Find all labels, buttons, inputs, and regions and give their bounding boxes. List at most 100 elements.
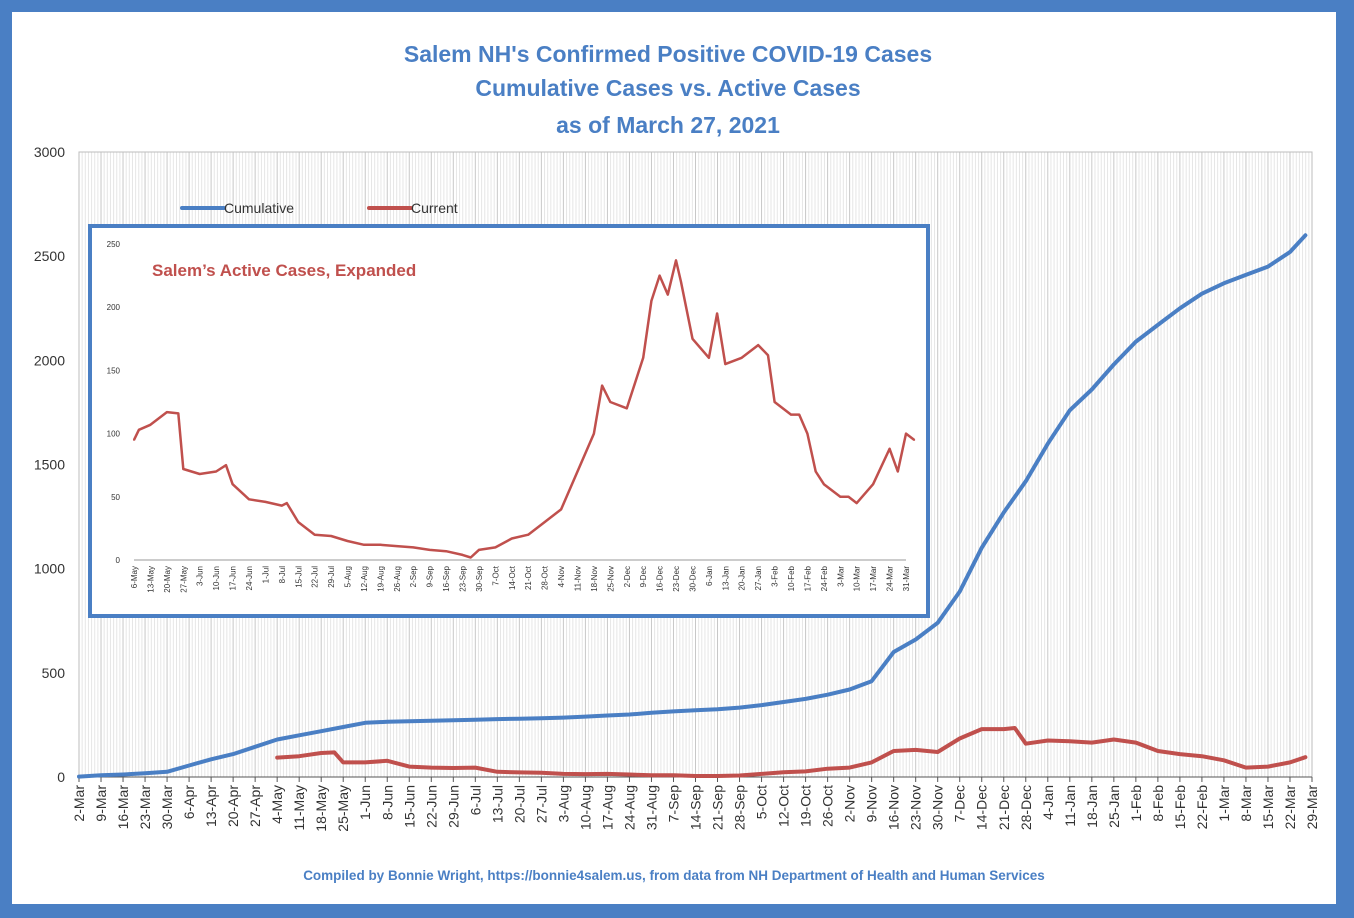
chart-frame: Salem NH's Confirmed Positive COVID-19 C… bbox=[12, 12, 1336, 904]
inset-data-point bbox=[872, 483, 875, 486]
data-point-cumulative bbox=[1112, 363, 1116, 366]
inset-data-point bbox=[767, 354, 769, 357]
inset-data-point bbox=[560, 508, 563, 511]
data-point-cumulative bbox=[297, 733, 301, 737]
data-point-cumulative bbox=[980, 546, 984, 550]
x-tick-label: 15-Feb bbox=[1172, 785, 1188, 830]
x-tick-label: 14-Dec bbox=[974, 785, 990, 830]
data-point-cumulative bbox=[99, 773, 103, 777]
inset-data-point bbox=[905, 432, 907, 435]
inset-x-tick-label: 4-Nov bbox=[557, 566, 566, 587]
data-point-current bbox=[561, 772, 565, 776]
data-point-current bbox=[297, 754, 301, 758]
inset-data-point bbox=[264, 500, 267, 503]
data-point-cumulative bbox=[672, 709, 675, 713]
x-tick-label: 24-Aug bbox=[621, 785, 637, 830]
y-tick-label: 2000 bbox=[34, 352, 65, 368]
inset-x-tick-label: 12-Aug bbox=[360, 566, 369, 592]
inset-data-point bbox=[395, 545, 398, 548]
data-point-cumulative bbox=[363, 721, 367, 725]
inset-y-axis: 0 50 100 150 200 250 bbox=[107, 240, 121, 565]
inset-data-point bbox=[428, 548, 431, 551]
inset-x-tick-label: 24-Feb bbox=[820, 565, 829, 591]
x-tick-label: 27-Apr bbox=[247, 785, 263, 827]
inset-data-point bbox=[297, 521, 300, 524]
x-tick-label: 6-Jul bbox=[467, 785, 483, 815]
inset-x-tick-label: 24-Mar bbox=[886, 566, 895, 592]
inset-x-tick-label: 27-May bbox=[179, 566, 188, 593]
x-tick-label: 28-Dec bbox=[1018, 785, 1034, 830]
inset-x-tick-label: 10-Mar bbox=[853, 566, 862, 592]
x-tick-label: 8-Mar bbox=[1238, 785, 1254, 822]
inset-data-point bbox=[896, 470, 899, 473]
data-point-current bbox=[451, 766, 455, 770]
x-tick-label: 13-Apr bbox=[203, 785, 219, 827]
data-point-cumulative bbox=[627, 713, 631, 716]
data-point-cumulative bbox=[848, 688, 852, 691]
inset-data-point bbox=[445, 550, 448, 553]
inset-data-point bbox=[601, 384, 604, 387]
data-point-current bbox=[407, 765, 411, 769]
inset-data-point bbox=[666, 293, 669, 296]
data-point-cumulative bbox=[319, 729, 323, 733]
inset-data-point bbox=[822, 483, 825, 486]
x-tick-label: 10-Aug bbox=[577, 785, 593, 830]
data-point-cumulative bbox=[1156, 323, 1160, 327]
x-tick-label: 1-Mar bbox=[1216, 785, 1232, 822]
data-point-current bbox=[1013, 726, 1017, 730]
inset-x-tick-label: 24-Jun bbox=[245, 566, 254, 590]
data-point-current bbox=[1200, 754, 1204, 758]
data-point-cumulative bbox=[870, 679, 874, 683]
data-point-cumulative bbox=[1024, 479, 1028, 483]
footer-credit: Compiled by Bonnie Wright, https://bonni… bbox=[303, 868, 1045, 883]
inset-x-tick-label: 6-Jan bbox=[705, 566, 714, 586]
x-tick-label: 23-Nov bbox=[908, 785, 924, 830]
x-tick-label: 4-Jan bbox=[1040, 785, 1056, 820]
inset-data-point bbox=[225, 464, 227, 467]
data-point-current bbox=[1112, 738, 1116, 741]
inset-data-point bbox=[716, 312, 719, 315]
inset-x-axis: 6-May 13-May 20-May 27-May 3-Jun 10-Jun 17-Jun… bbox=[130, 559, 911, 593]
data-point-current bbox=[1156, 749, 1160, 753]
inset-data-point bbox=[137, 428, 140, 431]
inset-y-tick-label: 100 bbox=[107, 430, 121, 439]
inset-x-tick-label: 11-Nov bbox=[573, 566, 582, 591]
data-point-cumulative bbox=[694, 708, 697, 712]
inset-data-point bbox=[412, 546, 415, 549]
inset-chart: Salem’s Active Cases, Expanded 0 50 100 150… bbox=[88, 224, 930, 618]
data-point-cumulative bbox=[1244, 273, 1248, 277]
inset-data-point bbox=[691, 337, 694, 340]
inset-data-point bbox=[576, 470, 579, 473]
data-point-current bbox=[1266, 765, 1270, 769]
data-point-cumulative bbox=[1046, 442, 1050, 446]
inset-x-tick-label: 13-May bbox=[146, 566, 155, 593]
data-point-current bbox=[826, 767, 830, 771]
data-point-cumulative bbox=[936, 621, 940, 625]
inset-border bbox=[88, 224, 930, 618]
data-point-current bbox=[332, 750, 336, 754]
data-point-cumulative bbox=[1200, 292, 1204, 296]
x-tick-label: 1-Jun bbox=[357, 785, 373, 820]
data-point-cumulative bbox=[738, 706, 741, 710]
data-point-cumulative bbox=[914, 638, 918, 641]
data-point-cumulative bbox=[517, 717, 521, 721]
x-tick-label: 9-Nov bbox=[864, 785, 880, 822]
inset-data-point bbox=[675, 259, 677, 262]
data-point-cumulative bbox=[385, 720, 389, 724]
inset-x-tick-label: 5-Aug bbox=[344, 566, 353, 587]
data-point-cumulative bbox=[892, 650, 896, 654]
legend-label-cumulative: Cumulative bbox=[224, 200, 294, 216]
inset-x-tick-label: 28-Oct bbox=[541, 565, 550, 590]
inset-data-point bbox=[642, 356, 645, 359]
data-point-current bbox=[517, 770, 521, 774]
x-tick-label: 21-Dec bbox=[996, 785, 1012, 830]
inset-x-tick-label: 21-Oct bbox=[524, 565, 533, 590]
data-point-current bbox=[341, 760, 345, 764]
data-point-cumulative bbox=[605, 714, 609, 717]
data-point-cumulative bbox=[1178, 306, 1182, 310]
data-point-cumulative bbox=[1134, 340, 1138, 344]
data-point-current bbox=[870, 760, 874, 764]
inset-data-point bbox=[198, 473, 201, 475]
data-point-current bbox=[385, 759, 389, 763]
inset-data-point bbox=[625, 407, 628, 410]
